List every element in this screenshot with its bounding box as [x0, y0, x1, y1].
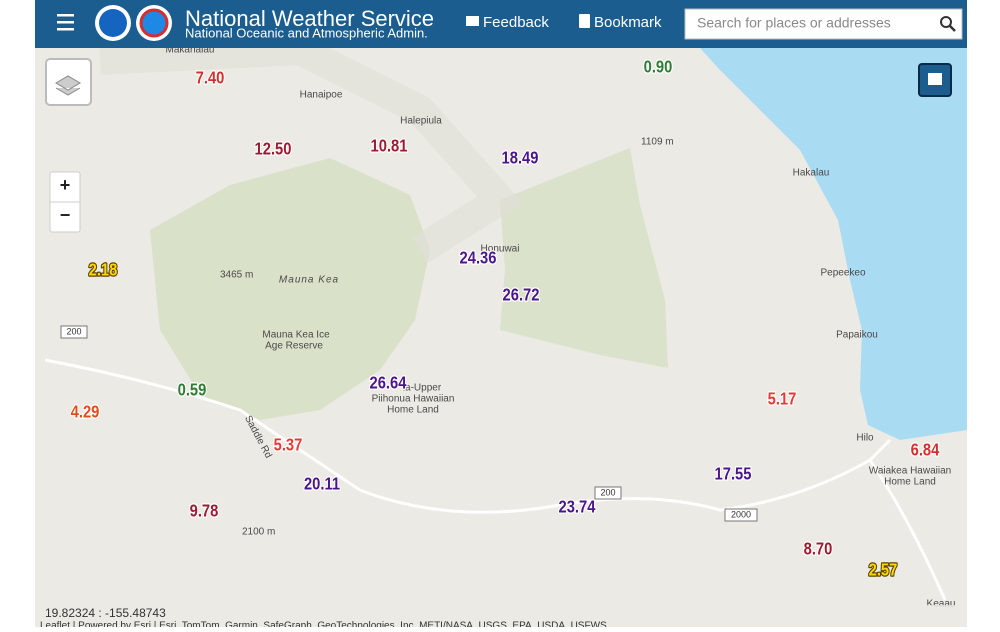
- rainfall-value: 17.55: [715, 464, 752, 484]
- nws-logo-inner: [139, 8, 169, 38]
- place-label: Honuwai: [481, 244, 520, 255]
- place-label: Keaau: [927, 599, 956, 610]
- place-label: Pepeekeo: [820, 268, 865, 279]
- place-label: Hanaipoe: [300, 90, 343, 101]
- rainfall-value: 2.18: [89, 260, 118, 280]
- place-label: Papaikou: [836, 330, 878, 341]
- rainfall-value: 26.72: [503, 285, 540, 305]
- rainfall-value: 0.90: [644, 57, 673, 77]
- place-label: Home Land: [884, 477, 936, 488]
- search-icon[interactable]: [940, 16, 952, 28]
- zoom-in[interactable]: +: [60, 175, 71, 195]
- elevation-label: 1109 m: [641, 137, 674, 148]
- place-label: Age Reserve: [265, 341, 323, 352]
- search-icon-handle: [949, 25, 956, 32]
- rainfall-value: 2.57: [869, 560, 898, 580]
- rainfall-value: 4.29: [71, 402, 100, 422]
- place-label: Piihonua Hawaiian: [372, 394, 455, 405]
- place-label: Halepiula: [400, 116, 442, 127]
- terrain: [99, 34, 524, 263]
- place-label: Mauna Kea: [279, 275, 339, 286]
- coordinates: 19.82324 : -155.48743: [45, 606, 166, 620]
- road-shield-label: 2000: [731, 509, 751, 519]
- feedback-link[interactable]: Feedback: [483, 14, 549, 31]
- noaa-logo-inner: [99, 9, 127, 37]
- road-shield: [594, 486, 622, 500]
- place-label: Home Land: [387, 405, 439, 416]
- place-label: la-Upper: [403, 383, 442, 394]
- road: [44, 358, 892, 514]
- coordinates-background: [35, 605, 967, 627]
- place-label: Mauna Kea Ice: [262, 330, 330, 341]
- road-shield: [724, 508, 758, 522]
- road-shield-label: 200: [66, 326, 81, 336]
- zoom-out[interactable]: −: [60, 205, 71, 225]
- place-label: Hakalau: [793, 168, 830, 179]
- rainfall-value: 18.49: [502, 148, 539, 168]
- rainfall-value: 6.84: [911, 440, 940, 460]
- layers-icon: [55, 75, 81, 96]
- rainfall-value: 9.78: [190, 501, 219, 521]
- image-icon: [928, 73, 942, 85]
- forest-area: [500, 148, 668, 368]
- ocean: [700, 48, 967, 440]
- place-label: Makahalau: [166, 45, 215, 56]
- bookmark-link[interactable]: Bookmark: [594, 14, 662, 31]
- road-shield-label: 200: [600, 487, 615, 497]
- rainfall-value: 5.37: [274, 435, 303, 455]
- attribution: Leaflet | Powered by Esri | Esri, TomTom…: [40, 621, 607, 627]
- feedback-icon[interactable]: [466, 16, 479, 26]
- menu-button[interactable]: [57, 14, 74, 31]
- site-subtitle: National Oceanic and Atmospheric Admin.: [185, 25, 428, 40]
- site-title: National Weather Service: [185, 6, 434, 31]
- rainfall-value: 10.81: [371, 136, 408, 156]
- rainfall-value: 0.59: [178, 380, 207, 400]
- rainfall-value: 7.40: [196, 68, 225, 88]
- rainfall-value: 23.74: [559, 497, 597, 517]
- elevation-label: 2100 m: [242, 527, 275, 538]
- rainfall-value: 20.11: [304, 474, 340, 494]
- rainfall-value: 26.64: [370, 373, 408, 393]
- rainfall-value: 24.36: [460, 248, 497, 268]
- place-label: Hilo: [856, 433, 874, 444]
- place-label: Waiakea Hawaiian: [869, 466, 951, 477]
- reserve-area: [150, 158, 430, 420]
- search-box[interactable]: [684, 8, 963, 40]
- elevation-label: 3465 m: [220, 270, 253, 281]
- rainfall-value: 8.70: [804, 539, 833, 559]
- road: [868, 459, 947, 601]
- bookmark-icon[interactable]: [579, 14, 590, 28]
- search-placeholder[interactable]: Search for places or addresses: [697, 15, 891, 31]
- rainfall-value: 12.50: [255, 139, 292, 159]
- rainfall-value: 5.17: [768, 389, 797, 409]
- road-shield: [60, 325, 88, 339]
